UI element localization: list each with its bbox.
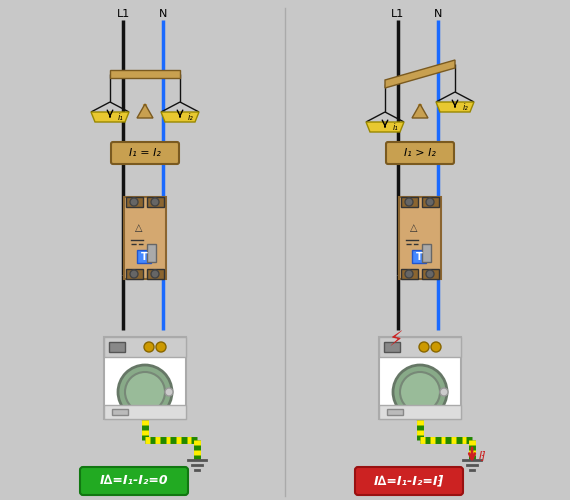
Circle shape [144, 342, 154, 352]
FancyBboxPatch shape [355, 467, 463, 495]
Circle shape [130, 198, 138, 206]
Bar [379, 405, 461, 419]
Circle shape [426, 270, 434, 278]
FancyBboxPatch shape [111, 142, 179, 164]
Circle shape [165, 388, 173, 396]
Text: T: T [141, 252, 148, 262]
Bar [399, 197, 441, 279]
Bar [412, 250, 426, 263]
Bar [379, 337, 461, 357]
Text: i₂: i₂ [463, 102, 469, 112]
Bar [401, 197, 418, 207]
Polygon shape [366, 122, 404, 132]
Polygon shape [161, 112, 199, 122]
Text: I⁆: I⁆ [479, 450, 487, 460]
Bar [147, 269, 164, 279]
Text: L1: L1 [116, 9, 129, 19]
Text: △: △ [135, 223, 142, 233]
Bar [109, 342, 125, 352]
Bar [422, 197, 439, 207]
Polygon shape [385, 60, 455, 88]
Circle shape [151, 270, 159, 278]
Circle shape [405, 198, 413, 206]
FancyBboxPatch shape [386, 142, 454, 164]
Text: I₁ = I₂: I₁ = I₂ [129, 148, 161, 158]
Polygon shape [91, 112, 129, 122]
Bar [147, 197, 164, 207]
Circle shape [440, 388, 448, 396]
Text: ⚡: ⚡ [389, 330, 404, 350]
Circle shape [431, 342, 441, 352]
Bar [137, 250, 151, 263]
Bar [124, 197, 166, 279]
Bar [126, 269, 143, 279]
Text: N: N [159, 9, 167, 19]
Bar [387, 409, 403, 415]
Bar [384, 342, 400, 352]
FancyBboxPatch shape [80, 467, 188, 495]
Text: T: T [416, 252, 422, 262]
Circle shape [151, 198, 159, 206]
Text: i₁: i₁ [118, 112, 124, 122]
Polygon shape [137, 104, 153, 118]
Polygon shape [412, 104, 428, 118]
Circle shape [130, 270, 138, 278]
Text: N: N [434, 9, 442, 19]
Text: L1: L1 [392, 9, 405, 19]
Text: i₂: i₂ [188, 112, 194, 122]
Circle shape [405, 270, 413, 278]
Circle shape [125, 372, 165, 412]
Circle shape [426, 198, 434, 206]
Bar [104, 405, 186, 419]
Bar [126, 197, 143, 207]
Circle shape [118, 365, 172, 419]
Bar [147, 244, 156, 262]
Circle shape [419, 342, 429, 352]
Bar [112, 409, 128, 415]
Text: △: △ [410, 223, 418, 233]
Text: I∆=I₁-I₂=0: I∆=I₁-I₂=0 [100, 474, 168, 488]
Bar [104, 337, 186, 419]
Bar [379, 337, 461, 419]
Text: i₁: i₁ [393, 122, 399, 132]
Bar [422, 244, 431, 262]
Bar [422, 269, 439, 279]
Circle shape [156, 342, 166, 352]
Polygon shape [110, 70, 180, 78]
Bar [401, 269, 418, 279]
Circle shape [393, 365, 447, 419]
Polygon shape [436, 102, 474, 112]
Circle shape [400, 372, 440, 412]
Bar [104, 337, 186, 357]
Text: I₁ > I₂: I₁ > I₂ [404, 148, 436, 158]
Text: I∆=I₁-I₂=I⁆: I∆=I₁-I₂=I⁆ [374, 474, 444, 488]
